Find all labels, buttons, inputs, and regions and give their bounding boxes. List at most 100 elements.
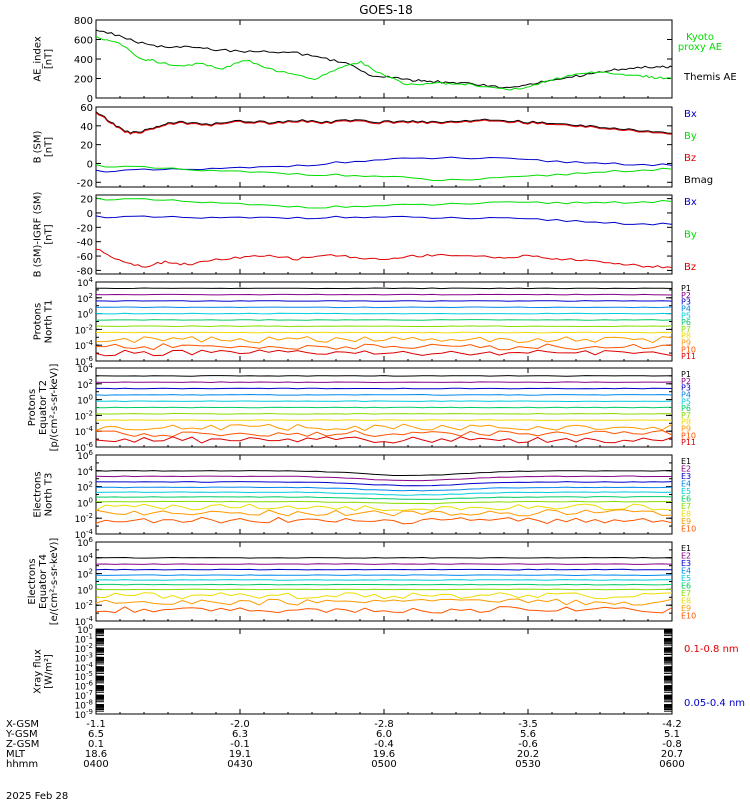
axis-row-label: Z-GSM <box>6 739 39 750</box>
axis-row-value: 19.1 <box>229 749 251 760</box>
axis-row-value: -2.0 <box>230 719 250 730</box>
channel-line-p6 <box>96 319 673 321</box>
series-line-bmag <box>95 111 673 134</box>
channel-label: E1 <box>681 457 691 466</box>
y-tick-label: 10-4 <box>75 528 94 541</box>
axis-row-label: MLT <box>6 749 26 760</box>
series-line-bz <box>95 112 673 135</box>
y-tick-label: 10-4 <box>75 339 94 352</box>
axis-row-value: 5.1 <box>664 729 680 740</box>
channel-line-p1 <box>95 375 673 377</box>
channel-line-e5 <box>95 491 673 496</box>
y-tick-label: 106 <box>77 536 93 549</box>
axis-row-value: 6.5 <box>88 729 104 740</box>
channel-line-e2 <box>95 563 673 565</box>
axis-row-value: 0500 <box>371 759 396 770</box>
channel-label: P1 <box>681 370 691 379</box>
y-tick-label: 10-6 <box>75 355 94 368</box>
y-tick-label: 10-3 <box>75 651 93 664</box>
y-tick-label: 10-2 <box>75 512 93 525</box>
panel-frame <box>95 628 673 715</box>
channel-label: P1 <box>681 284 691 293</box>
axis-row-value: -3.5 <box>518 719 538 730</box>
panel-ylabel: ElectronsNorth T3 <box>33 471 55 517</box>
panel-ylabel: B (SM)[nT] <box>33 130 55 163</box>
channel-label: P7 <box>681 325 691 334</box>
channel-label: E3 <box>681 559 691 568</box>
channel-line-e7 <box>95 588 672 591</box>
channel-label: P3 <box>681 298 691 307</box>
channel-label: E6 <box>681 495 691 504</box>
channel-line-p4 <box>95 306 673 309</box>
y-tick-label: 40 <box>80 122 93 133</box>
series-line-by <box>95 164 673 182</box>
y-tick-label: 104 <box>77 552 93 565</box>
channel-label: E7 <box>681 502 691 511</box>
channel-label: E10 <box>681 612 696 621</box>
y-tick-label: 100 <box>77 394 93 407</box>
channel-line-e8 <box>95 592 673 600</box>
panel-frame <box>95 106 673 188</box>
channel-line-p8 <box>95 331 673 334</box>
y-tick-label: 10-4 <box>75 661 94 674</box>
channel-line-e1 <box>95 470 673 476</box>
channel-line-p7 <box>95 325 673 328</box>
axis-row-label: X-GSM <box>6 719 39 730</box>
channel-line-p7 <box>95 412 673 415</box>
channel-line-e2 <box>95 475 672 482</box>
y-tick-label: 10-4 <box>75 615 94 628</box>
y-tick-label: 102 <box>77 378 93 391</box>
channel-line-p5 <box>95 400 673 403</box>
channel-label: E6 <box>681 582 691 591</box>
channel-line-e4 <box>95 486 673 492</box>
channel-line-e8 <box>95 503 673 512</box>
channel-line-p10 <box>95 429 673 438</box>
series-line-bz <box>95 248 673 269</box>
channel-label: E5 <box>681 487 691 496</box>
channel-line-p8 <box>95 419 673 421</box>
channel-line-e4 <box>95 574 673 577</box>
channel-label: P4 <box>681 390 691 399</box>
legend-entry: 0.05-0.4 nm <box>684 698 745 709</box>
panel-ylabel: Xray flux[W/m²] <box>33 649 55 694</box>
y-tick-label: 104 <box>77 276 93 289</box>
y-tick-label: 10-4 <box>75 425 94 438</box>
y-tick-label: -60 <box>77 252 93 263</box>
channel-label: P4 <box>681 304 691 313</box>
y-tick-label: -80 <box>77 266 93 277</box>
legend-entry: Themis AE <box>683 72 737 83</box>
y-tick-label: 10-2 <box>75 323 93 336</box>
axis-row-value: 20.7 <box>661 749 683 760</box>
axis-row-value: -0.6 <box>518 739 538 750</box>
panel-6: ElectronsNorth T310-410-2100102104106E1E… <box>33 449 697 541</box>
y-tick-label: 800 <box>74 16 93 27</box>
y-tick-label: -40 <box>77 238 93 249</box>
y-tick-label: 100 <box>77 623 93 636</box>
channel-label: P9 <box>681 339 691 348</box>
y-tick-label: 20 <box>80 195 93 206</box>
y-tick-label: 0 <box>87 159 93 170</box>
panel-frame <box>95 281 673 362</box>
legend-entry: By <box>684 230 697 241</box>
axis-row-value: 0430 <box>227 759 252 770</box>
panel-2: B (SM)[nT] -20 0 20 40 60 Bx By Bz Bmag <box>33 103 714 189</box>
channel-label: P9 <box>681 425 691 434</box>
y-tick-label: 10-2 <box>75 599 93 612</box>
y-tick-label: 100 <box>77 496 93 509</box>
series-line-by <box>95 197 673 209</box>
y-tick-label: -20 <box>77 223 93 234</box>
axis-row-label: Y-GSM <box>5 729 38 740</box>
legend-entry: Kyoto <box>686 32 714 43</box>
axis-row-value: -2.8 <box>374 719 394 730</box>
channel-line-p9 <box>96 336 673 344</box>
axis-row-value: -1.1 <box>86 719 106 730</box>
axis-row-value: 19.6 <box>373 749 395 760</box>
channel-line-e6 <box>95 583 673 586</box>
channel-label: E1 <box>681 544 691 553</box>
channel-line-e3 <box>95 481 673 487</box>
channel-label: E8 <box>681 510 691 519</box>
y-tick-label: 10-7 <box>75 689 93 702</box>
channel-label: E5 <box>681 574 691 583</box>
y-tick-label: 102 <box>77 481 93 494</box>
panel-8: Xray flux[W/m²]10-910-810-710-610-510-41… <box>33 623 746 721</box>
